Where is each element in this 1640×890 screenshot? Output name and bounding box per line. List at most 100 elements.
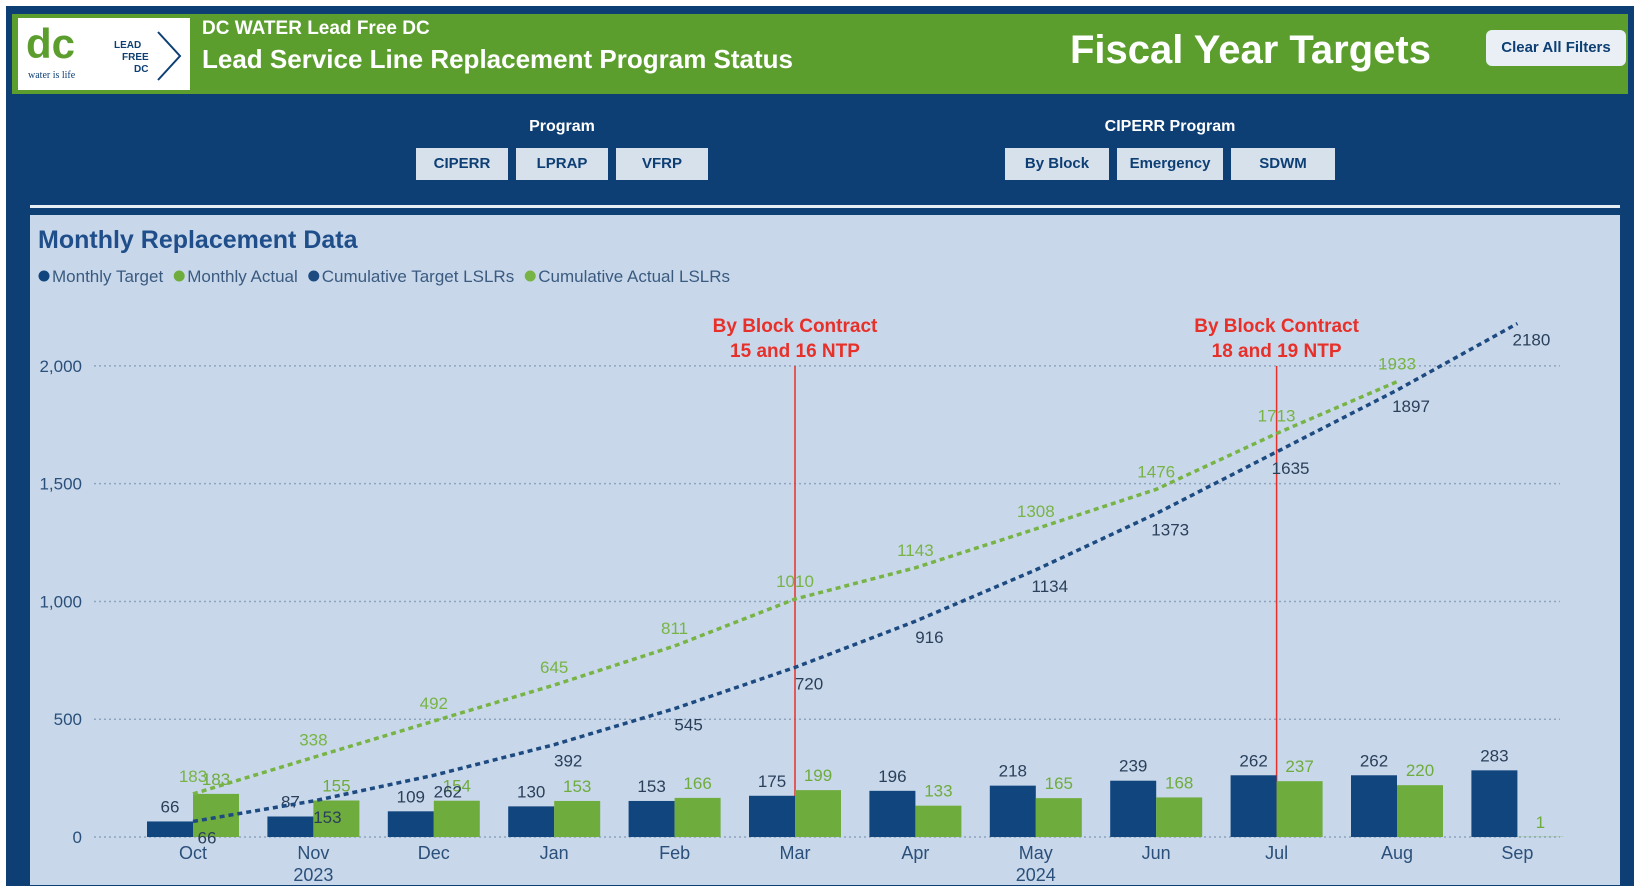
bar-label: 175	[758, 772, 786, 791]
line-label: 1010	[776, 572, 814, 591]
annotation-text: 15 and 16 NTP	[730, 341, 860, 362]
line-label: 811	[661, 619, 688, 638]
logo-mark: dc	[26, 20, 76, 67]
line-label: 66	[198, 828, 217, 847]
line-label: 1476	[1137, 462, 1175, 481]
bar	[989, 785, 1036, 837]
x-year-label: 2024	[1016, 865, 1056, 885]
bar	[433, 800, 480, 837]
bar	[915, 805, 962, 837]
x-tick-label: Mar	[780, 843, 811, 863]
bar-label: 153	[637, 777, 665, 796]
logo-tagline: water is life	[28, 70, 76, 81]
legend-marker	[38, 270, 50, 282]
bar-label: 199	[804, 766, 832, 785]
legend-label: Cumulative Target LSLRs	[322, 267, 514, 286]
bar	[1351, 775, 1397, 837]
logo-badge: LEAD	[114, 40, 142, 51]
bar-label: 283	[1480, 746, 1508, 765]
legend-label: Monthly Actual	[187, 267, 298, 286]
line-label: 2180	[1512, 330, 1550, 349]
bar-label: 130	[517, 782, 545, 801]
legend-marker	[173, 270, 185, 282]
legend-marker	[308, 270, 320, 282]
line	[192, 380, 1398, 796]
chart: Monthly Replacement Data 0 500 1,000 1,500 2…	[38, 226, 1564, 885]
x-tick-label: Nov	[297, 843, 329, 863]
bar	[1035, 798, 1082, 837]
logo-badge: FREE	[122, 52, 149, 63]
bar	[869, 790, 916, 837]
filter-button[interactable]: Emergency	[1117, 148, 1223, 180]
bar	[1276, 781, 1323, 837]
legend-label: Cumulative Actual LSLRs	[538, 267, 730, 286]
bar	[267, 816, 314, 837]
filter-button[interactable]: LPRAP	[516, 148, 608, 180]
bar	[1230, 775, 1277, 837]
x-year-label: 2023	[293, 865, 333, 885]
bar-label: 168	[1165, 773, 1193, 792]
bar-label: 66	[161, 797, 180, 816]
bar-label: 154	[443, 777, 471, 796]
bar-label: 166	[683, 774, 711, 793]
bar	[554, 800, 601, 837]
x-tick-label: Jun	[1142, 843, 1171, 863]
y-tick-label: 500	[54, 710, 82, 729]
dashboard-title: Lead Service Line Replacement Program St…	[202, 44, 793, 74]
bar-label: 196	[878, 767, 906, 786]
x-tick-label: Aug	[1381, 843, 1413, 863]
line-label: 392	[554, 752, 582, 771]
bar	[628, 800, 675, 837]
bar	[387, 811, 434, 837]
filter-title: Program	[529, 118, 595, 135]
separator	[30, 205, 1620, 208]
line-label: 720	[795, 674, 823, 693]
chart-panel: Monthly Replacement Data 0 500 1,000 1,500 2…	[30, 215, 1620, 885]
filter-button[interactable]: VFRP	[616, 148, 708, 180]
filter-button[interactable]: SDWM	[1231, 148, 1335, 180]
annotation-text: By Block Contract	[713, 316, 878, 337]
x-tick-label: May	[1019, 843, 1053, 863]
filter-title: CIPERR Program	[1104, 118, 1236, 135]
bar-label: 165	[1045, 774, 1073, 793]
bar	[749, 795, 795, 837]
bar	[508, 806, 555, 837]
line-label: 1713	[1258, 406, 1296, 425]
bar-label: 153	[563, 777, 591, 796]
line-label: 262	[434, 782, 462, 801]
bar	[313, 800, 360, 837]
bar	[795, 790, 841, 837]
filter-button[interactable]: CIPERR	[416, 148, 508, 180]
logo: dc water is life LEAD FREE DC	[18, 18, 190, 90]
bar-label: 262	[1239, 751, 1267, 770]
line-label: 1635	[1272, 459, 1310, 478]
line-label: 1143	[897, 541, 934, 560]
bar-label: 262	[1360, 751, 1388, 770]
annotation-text: By Block Contract	[1194, 316, 1359, 337]
legend-marker	[524, 270, 536, 282]
x-tick-label: Jan	[540, 843, 569, 863]
clear-filters-button[interactable]: Clear All Filters	[1486, 30, 1626, 66]
line-label: 1933	[1378, 355, 1416, 374]
bar	[1156, 797, 1203, 837]
y-tick-label: 1,000	[39, 592, 82, 611]
header: dc water is life LEAD FREE DC DC WATER L…	[12, 14, 1628, 94]
y-tick-label: 2,000	[39, 357, 82, 376]
filter-button[interactable]: By Block	[1005, 148, 1109, 180]
bar-label: 155	[322, 776, 350, 795]
x-tick-label: Sep	[1501, 843, 1533, 863]
line-label: 153	[313, 808, 341, 827]
bar	[1110, 780, 1157, 837]
annotation-text: 18 and 19 NTP	[1212, 341, 1342, 362]
bar-label: 1	[1536, 813, 1545, 832]
line-label: 1373	[1151, 521, 1189, 540]
line-label: 1134	[1032, 577, 1069, 596]
line-label: 916	[915, 628, 943, 647]
line-label: 183	[179, 767, 207, 786]
line-label: 492	[420, 694, 448, 713]
x-tick-label: Feb	[659, 843, 690, 863]
line-label: 338	[299, 730, 327, 749]
x-tick-label: Jul	[1265, 843, 1288, 863]
bar	[674, 797, 721, 837]
y-tick-label: 1,500	[39, 475, 82, 494]
